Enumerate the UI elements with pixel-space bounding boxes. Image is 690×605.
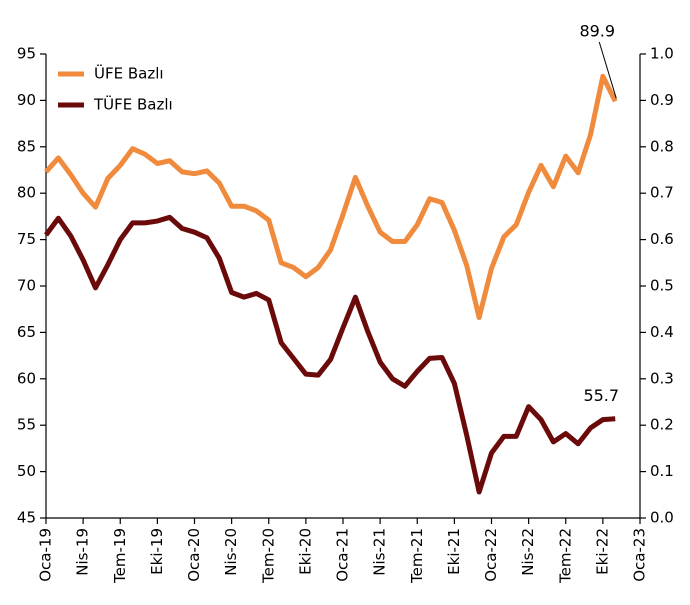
y-tick-label: 55	[17, 416, 36, 434]
y-tick-label: 60	[17, 369, 36, 387]
x-tick-label: Nis-21	[371, 528, 389, 576]
x-tick-label: Tem-21	[408, 528, 426, 584]
x-tick-label: Tem-19	[111, 528, 129, 584]
leader-line	[598, 41, 617, 99]
x-tick-label: Nis-22	[519, 528, 537, 576]
x-tick-label: Oca-20	[185, 528, 203, 582]
y2-tick-label: 0.4	[650, 323, 674, 341]
x-tick-label: Tem-22	[556, 528, 574, 584]
legend-label: ÜFE Bazlı	[94, 64, 164, 83]
x-tick-label: Nis-19	[74, 528, 92, 576]
y-tick-label: 45	[17, 509, 36, 527]
y2-tick-label: 1.0	[650, 45, 674, 63]
series-line	[43, 214, 616, 495]
x-tick-label: Oca-21	[334, 528, 352, 582]
legend-label: TÜFE Bazlı	[93, 95, 173, 114]
x-tick-label: Eki-20	[296, 528, 314, 575]
y2-tick-label: 0.8	[650, 137, 674, 155]
y2-tick-label: 0.9	[650, 91, 674, 109]
y-tick-label: 70	[17, 277, 36, 295]
y2-tick-label: 0.2	[650, 416, 674, 434]
x-tick-label: Oca-19	[37, 528, 55, 582]
y-tick-label: 50	[17, 462, 36, 480]
y2-tick-label: 0.6	[650, 230, 674, 248]
y2-tick-label: 0.5	[650, 277, 674, 295]
y-tick-label: 65	[17, 323, 36, 341]
y-tick-label: 75	[17, 230, 36, 248]
x-tick-label: Oca-23	[631, 528, 649, 582]
y2-tick-label: 0.1	[650, 462, 674, 480]
y2-tick-label: 0.7	[650, 184, 674, 202]
x-tick-label: Nis-20	[222, 528, 240, 576]
y-tick-label: 90	[17, 91, 36, 109]
x-tick-label: Eki-22	[593, 528, 611, 575]
y-tick-label: 80	[17, 184, 36, 202]
data-label: 55.7	[583, 386, 619, 405]
y2-tick-label: 0.3	[650, 369, 674, 387]
x-tick-label: Oca-22	[482, 528, 500, 582]
y-tick-label: 95	[17, 45, 36, 63]
x-tick-label: Tem-20	[259, 528, 277, 584]
x-tick-label: Eki-19	[148, 528, 166, 575]
y2-tick-label: 0.0	[650, 509, 674, 527]
y-tick-label: 85	[17, 137, 36, 155]
data-label: 89.9	[579, 22, 615, 41]
x-tick-label: Eki-21	[445, 528, 463, 575]
series-line	[44, 73, 618, 321]
